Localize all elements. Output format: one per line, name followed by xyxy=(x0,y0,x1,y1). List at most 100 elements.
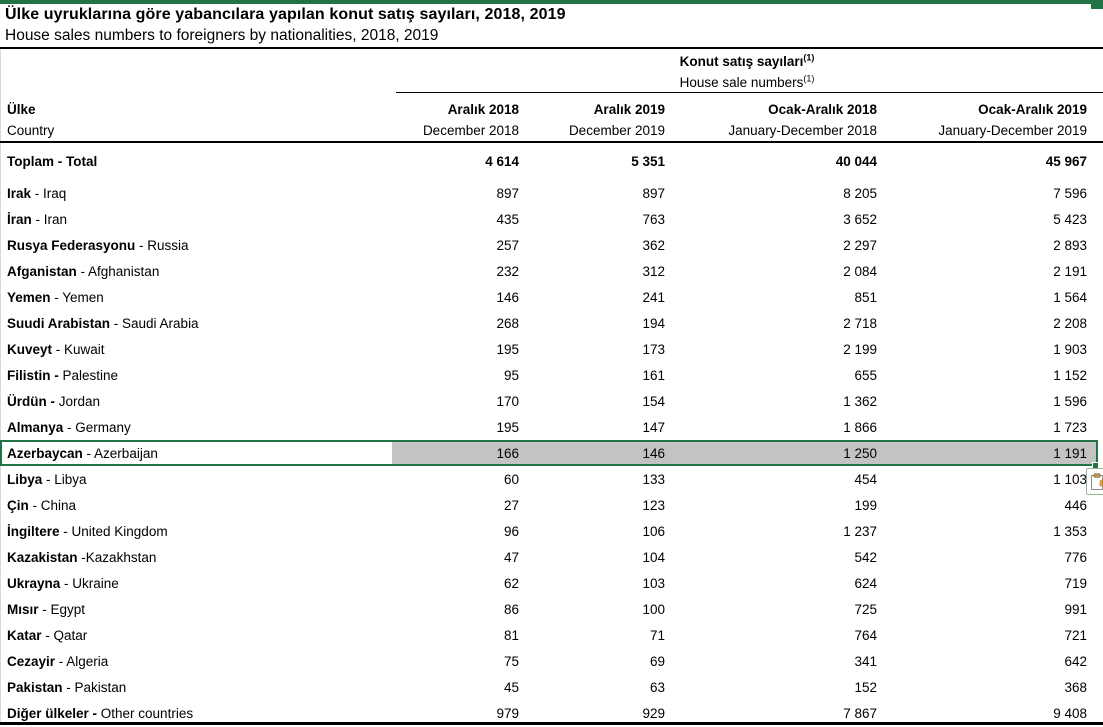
value-cell-jan-dec-2018[interactable]: 1 250 xyxy=(684,440,894,466)
value-cell-dec-2018[interactable]: 45 xyxy=(503,679,519,695)
value-cell-jan-dec-2018[interactable]: 7 867 xyxy=(843,705,877,721)
country-cell[interactable]: Kuveyt - Kuwait xyxy=(7,341,105,357)
value-cell-jan-dec-2019[interactable]: 991 xyxy=(1064,601,1087,617)
value-cell-dec-2018[interactable]: 897 xyxy=(496,185,519,201)
country-cell[interactable]: Libya - Libya xyxy=(7,471,87,487)
country-cell[interactable]: Diğer ülkeler - Other countries xyxy=(7,705,194,721)
value-cell-jan-dec-2019[interactable]: 45 967 xyxy=(1045,154,1087,169)
country-cell[interactable]: Afganistan - Afghanistan xyxy=(7,263,160,279)
value-cell-dec-2018[interactable]: 257 xyxy=(496,237,519,253)
value-cell-dec-2019[interactable]: 104 xyxy=(642,549,665,565)
value-cell-jan-dec-2019[interactable]: 1 191 xyxy=(894,440,1098,466)
value-cell-jan-dec-2018[interactable]: 199 xyxy=(854,497,877,513)
value-cell-jan-dec-2019[interactable]: 1 564 xyxy=(1053,289,1087,305)
value-cell-jan-dec-2018[interactable]: 2 718 xyxy=(843,315,877,331)
country-cell[interactable]: Suudi Arabistan - Saudi Arabia xyxy=(7,315,199,331)
value-cell-dec-2019[interactable]: 763 xyxy=(642,211,665,227)
value-cell-jan-dec-2018[interactable]: 40 044 xyxy=(835,154,877,169)
value-cell-jan-dec-2019[interactable]: 9 408 xyxy=(1053,705,1087,721)
country-cell[interactable]: Kazakistan -Kazakhstan xyxy=(7,549,157,565)
value-cell-dec-2018[interactable]: 170 xyxy=(496,393,519,409)
country-cell[interactable]: Irak - Iraq xyxy=(7,185,67,201)
value-cell-jan-dec-2018[interactable]: 851 xyxy=(854,289,877,305)
value-cell-jan-dec-2018[interactable]: 3 652 xyxy=(843,211,877,227)
value-cell-jan-dec-2018[interactable]: 542 xyxy=(854,549,877,565)
country-cell[interactable]: Filistin - Palestine xyxy=(7,367,119,383)
value-cell-jan-dec-2018[interactable]: 2 199 xyxy=(843,341,877,357)
value-cell-dec-2018[interactable]: 435 xyxy=(496,211,519,227)
value-cell-dec-2018[interactable]: 268 xyxy=(496,315,519,331)
value-cell-dec-2018[interactable]: 146 xyxy=(496,289,519,305)
country-cell[interactable]: Rusya Federasyonu - Russia xyxy=(7,237,189,253)
value-cell-dec-2018[interactable]: 47 xyxy=(503,549,519,565)
value-cell-jan-dec-2018[interactable]: 8 205 xyxy=(843,185,877,201)
country-cell[interactable]: Azerbaycan - Azerbaijan xyxy=(7,445,158,461)
value-cell-dec-2018[interactable]: 166 xyxy=(392,440,538,466)
value-cell-jan-dec-2019[interactable]: 1 103 xyxy=(1053,471,1087,487)
column-header-dec-2019[interactable]: Aralık 2019 December 2019 xyxy=(568,102,665,138)
value-cell-dec-2018[interactable]: 979 xyxy=(496,705,519,721)
value-cell-jan-dec-2019[interactable]: 446 xyxy=(1064,497,1087,513)
value-cell-jan-dec-2018[interactable]: 1 237 xyxy=(843,523,877,539)
country-cell[interactable]: Cezayir - Algeria xyxy=(7,653,109,669)
country-cell[interactable]: Ukrayna - Ukraine xyxy=(7,575,119,591)
country-cell[interactable]: İngiltere - United Kingdom xyxy=(7,523,168,539)
value-cell-jan-dec-2018[interactable]: 2 297 xyxy=(843,237,877,253)
value-cell-dec-2019[interactable]: 362 xyxy=(642,237,665,253)
value-cell-dec-2019[interactable]: 929 xyxy=(642,705,665,721)
value-cell-jan-dec-2018[interactable]: 1 362 xyxy=(843,393,877,409)
value-cell-dec-2019[interactable]: 897 xyxy=(642,185,665,201)
value-cell-dec-2018[interactable]: 27 xyxy=(503,497,519,513)
value-cell-dec-2018[interactable]: 4 614 xyxy=(485,154,519,169)
value-cell-dec-2018[interactable]: 75 xyxy=(503,653,519,669)
country-cell[interactable]: Toplam - Total xyxy=(7,154,98,169)
value-cell-jan-dec-2019[interactable]: 1 353 xyxy=(1053,523,1087,539)
value-cell-jan-dec-2018[interactable]: 152 xyxy=(854,679,877,695)
value-cell-dec-2018[interactable]: 195 xyxy=(496,419,519,435)
value-cell-jan-dec-2019[interactable]: 776 xyxy=(1064,549,1087,565)
value-cell-dec-2019[interactable]: 133 xyxy=(642,471,665,487)
value-cell-dec-2019[interactable]: 5 351 xyxy=(631,154,665,169)
country-cell[interactable]: Pakistan - Pakistan xyxy=(7,679,127,695)
country-cell[interactable]: Çin - China xyxy=(7,497,77,513)
country-cell[interactable]: Almanya - Germany xyxy=(7,419,131,435)
value-cell-jan-dec-2019[interactable]: 1 152 xyxy=(1053,367,1087,383)
value-cell-dec-2019[interactable]: 123 xyxy=(642,497,665,513)
paste-options-button[interactable] xyxy=(1086,468,1103,495)
value-cell-jan-dec-2019[interactable]: 7 596 xyxy=(1053,185,1087,201)
value-cell-jan-dec-2019[interactable]: 2 208 xyxy=(1053,315,1087,331)
value-cell-jan-dec-2019[interactable]: 642 xyxy=(1064,653,1087,669)
value-cell-jan-dec-2019[interactable]: 5 423 xyxy=(1053,211,1087,227)
value-cell-jan-dec-2019[interactable]: 1 903 xyxy=(1053,341,1087,357)
value-cell-jan-dec-2018[interactable]: 341 xyxy=(854,653,877,669)
value-cell-jan-dec-2019[interactable]: 721 xyxy=(1064,627,1087,643)
value-cell-dec-2018[interactable]: 86 xyxy=(503,601,519,617)
country-cell[interactable]: Ürdün - Jordan xyxy=(7,393,101,409)
value-cell-jan-dec-2018[interactable]: 2 084 xyxy=(843,263,877,279)
value-cell-dec-2019[interactable]: 241 xyxy=(642,289,665,305)
value-cell-dec-2019[interactable]: 106 xyxy=(642,523,665,539)
value-cell-jan-dec-2018[interactable]: 454 xyxy=(854,471,877,487)
value-cell-dec-2018[interactable]: 60 xyxy=(503,471,519,487)
value-cell-dec-2019[interactable]: 100 xyxy=(642,601,665,617)
value-cell-jan-dec-2019[interactable]: 1 596 xyxy=(1053,393,1087,409)
value-cell-jan-dec-2019[interactable]: 719 xyxy=(1064,575,1087,591)
value-cell-dec-2019[interactable]: 161 xyxy=(642,367,665,383)
country-cell[interactable]: İran - Iran xyxy=(7,211,68,227)
value-cell-dec-2019[interactable]: 194 xyxy=(642,315,665,331)
column-header-jan-dec-2019[interactable]: Ocak-Aralık 2019 January-December 2019 xyxy=(938,102,1087,138)
column-header-jan-dec-2018[interactable]: Ocak-Aralık 2018 January-December 2018 xyxy=(728,102,877,138)
value-cell-jan-dec-2018[interactable]: 1 866 xyxy=(843,419,877,435)
value-cell-dec-2019[interactable]: 69 xyxy=(649,653,665,669)
value-cell-jan-dec-2018[interactable]: 725 xyxy=(854,601,877,617)
value-cell-dec-2018[interactable]: 62 xyxy=(503,575,519,591)
value-cell-jan-dec-2018[interactable]: 655 xyxy=(854,367,877,383)
value-cell-dec-2018[interactable]: 96 xyxy=(503,523,519,539)
value-cell-dec-2019[interactable]: 147 xyxy=(642,419,665,435)
value-cell-dec-2019[interactable]: 154 xyxy=(642,393,665,409)
value-cell-dec-2018[interactable]: 232 xyxy=(496,263,519,279)
country-cell[interactable]: Yemen - Yemen xyxy=(7,289,104,305)
value-cell-dec-2019[interactable]: 103 xyxy=(642,575,665,591)
value-cell-jan-dec-2019[interactable]: 2 893 xyxy=(1053,237,1087,253)
value-cell-dec-2019[interactable]: 312 xyxy=(642,263,665,279)
